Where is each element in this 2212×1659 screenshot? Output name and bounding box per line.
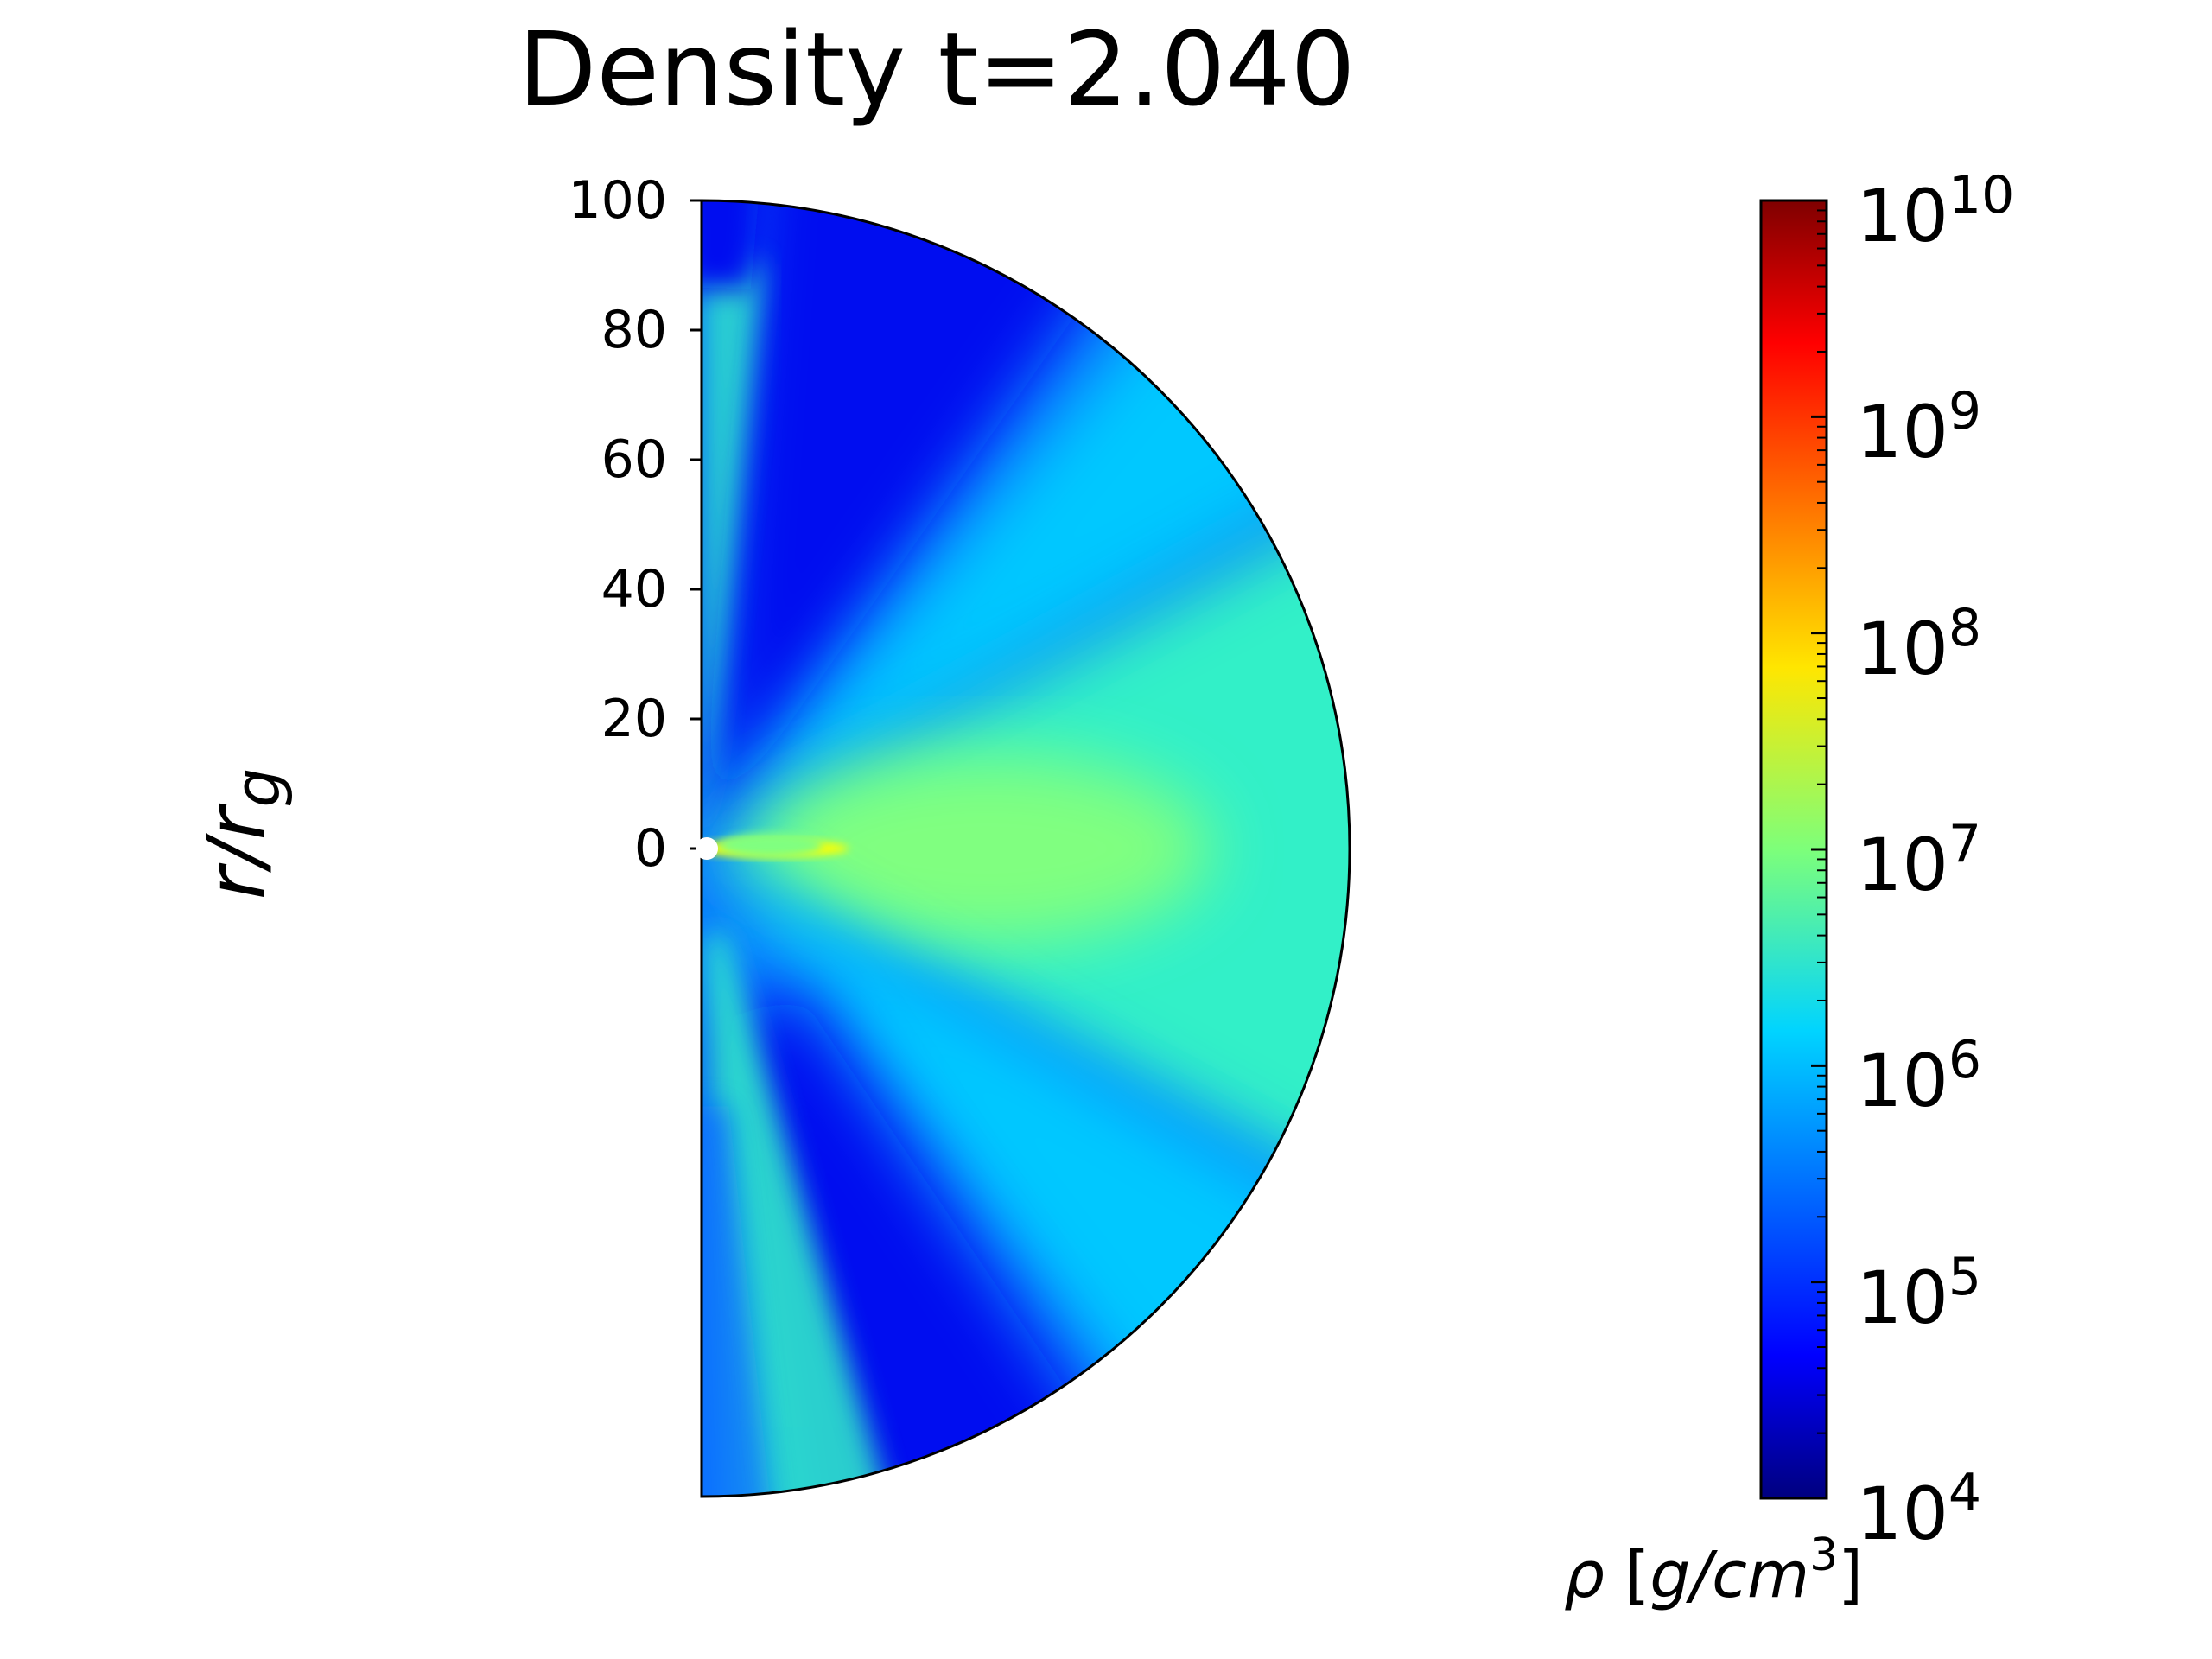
- y-tick-label: 60: [601, 429, 667, 490]
- black-hole-marker: [696, 837, 718, 860]
- y-tick-label: 20: [601, 689, 667, 749]
- chart-title: Density t=2.040: [518, 10, 1356, 129]
- colorbar-tick-label: 109: [1856, 381, 1982, 475]
- colorbar-tick-label: 106: [1856, 1030, 1982, 1124]
- density-field: [702, 200, 1350, 1497]
- colorbar-tick-label: 104: [1856, 1463, 1982, 1556]
- colorbar-tick-label: 107: [1856, 814, 1982, 907]
- y-tick-label: 40: [601, 559, 667, 620]
- y-tick-label: 80: [601, 300, 667, 360]
- y-tick-label: 0: [633, 818, 667, 879]
- field-layers: [702, 200, 1350, 1497]
- upper-axis-sheath: [702, 261, 764, 849]
- upper-axis-dark: [702, 200, 770, 289]
- domain-outline: [700, 199, 1351, 1498]
- colorbar-tick-label: 108: [1856, 597, 1982, 691]
- y-tick-marks: [690, 199, 702, 850]
- colorbar-tick-label: 105: [1856, 1246, 1982, 1340]
- inner-disk-halo: [719, 833, 823, 857]
- y-tick-label: 100: [568, 170, 667, 231]
- y-axis-label: r/rg: [190, 767, 294, 900]
- colorbar-tick-label: 1010: [1856, 165, 2015, 258]
- torus-core: [762, 753, 1211, 944]
- colorbar-tick-marks: [1811, 199, 1827, 1500]
- colorbar-label: ρ [g/cm3]: [1564, 1529, 1864, 1613]
